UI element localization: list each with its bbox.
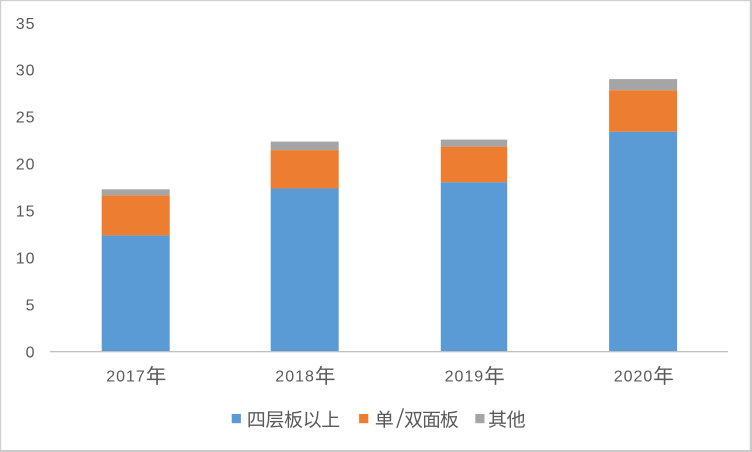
svg-text:2019: 2019 (445, 369, 485, 386)
svg-text:35: 35 (16, 16, 36, 33)
svg-text:15: 15 (16, 204, 36, 221)
svg-text:30: 30 (16, 63, 36, 80)
svg-text:5: 5 (26, 297, 36, 314)
svg-text:25: 25 (16, 110, 36, 127)
svg-text:10: 10 (16, 250, 36, 267)
svg-text:2020: 2020 (614, 369, 654, 386)
svg-text:20: 20 (16, 157, 36, 174)
svg-text:2018: 2018 (275, 369, 315, 386)
svg-text:2017: 2017 (106, 369, 146, 386)
svg-text:0: 0 (26, 344, 36, 361)
